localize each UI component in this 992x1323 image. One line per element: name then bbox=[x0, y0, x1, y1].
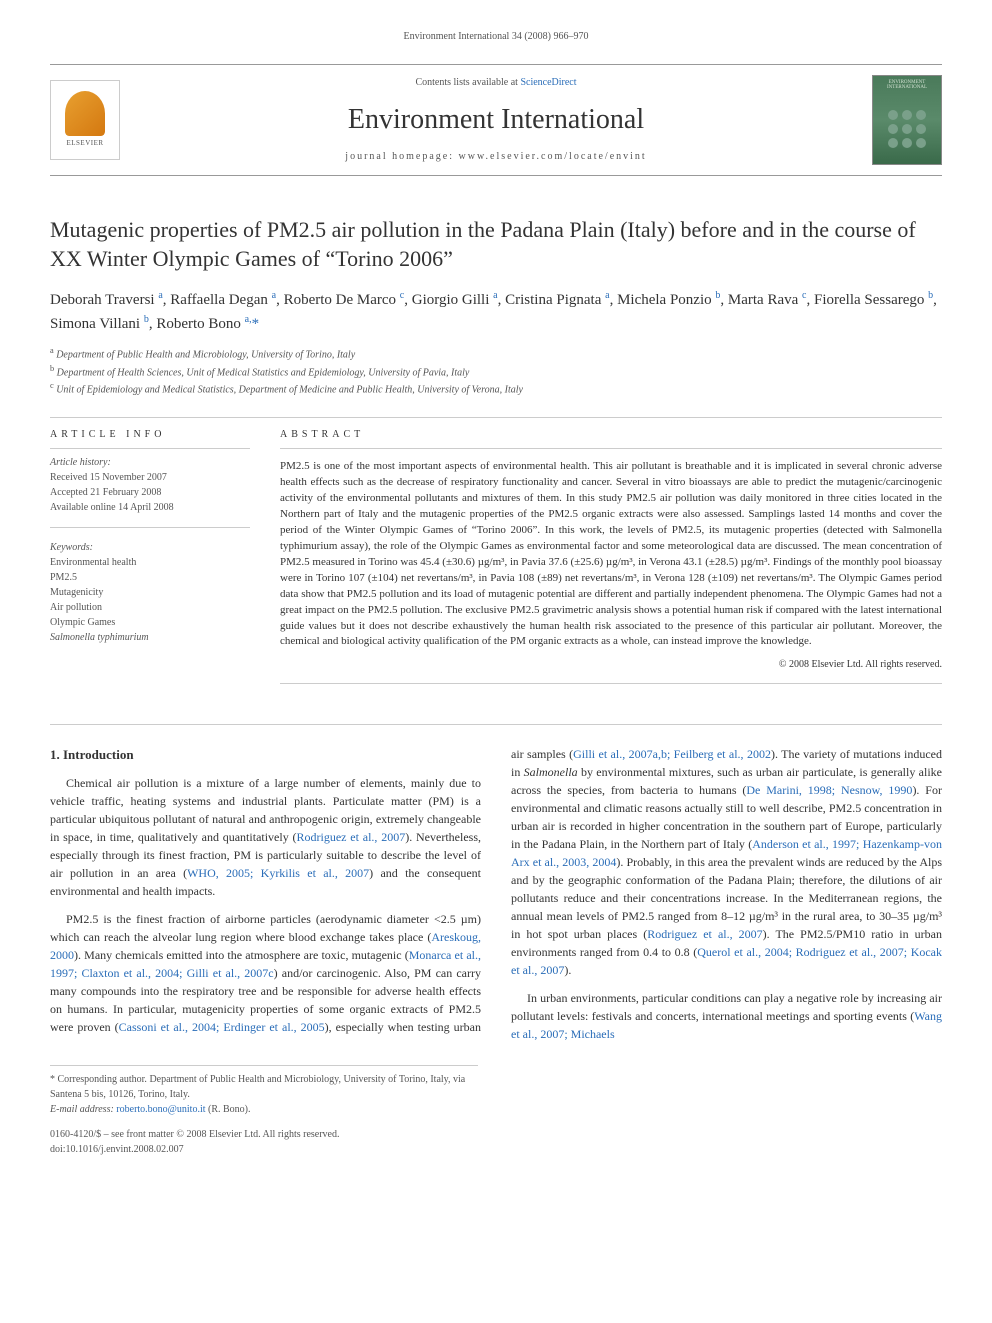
affiliations: a Department of Public Health and Microb… bbox=[50, 345, 942, 397]
text: ). bbox=[564, 963, 571, 977]
citation-link[interactable]: WHO, 2005; Kyrkilis et al., 2007 bbox=[187, 866, 369, 880]
history-label: Article history: bbox=[50, 455, 250, 470]
citation-link[interactable]: De Marini, 1998; Nesnow, 1990 bbox=[746, 783, 912, 797]
info-abstract-row: ARTICLE INFO Article history: Received 1… bbox=[50, 428, 942, 694]
publisher-name: ELSEVIER bbox=[66, 139, 103, 149]
contents-line: Contents lists available at ScienceDirec… bbox=[120, 76, 872, 90]
email-link[interactable]: roberto.bono@unito.it bbox=[116, 1104, 205, 1115]
doi: doi:10.1016/j.envint.2008.02.007 bbox=[50, 1142, 942, 1157]
keyword: Environmental health bbox=[50, 555, 250, 570]
affiliation: c Unit of Epidemiology and Medical Stati… bbox=[50, 380, 942, 397]
corr-label: * Corresponding author. bbox=[50, 1074, 149, 1085]
cover-dots-icon bbox=[888, 110, 926, 148]
history-received: Received 15 November 2007 bbox=[50, 470, 250, 485]
sciencedirect-link[interactable]: ScienceDirect bbox=[520, 77, 576, 88]
paragraph: In urban environments, particular condit… bbox=[511, 989, 942, 1043]
homepage-line: journal homepage: www.elsevier.com/locat… bbox=[120, 150, 872, 164]
affiliation: b Department of Health Sciences, Unit of… bbox=[50, 363, 942, 380]
divider bbox=[50, 448, 250, 449]
email-label: E-mail address: bbox=[50, 1104, 116, 1115]
citation-link[interactable]: Gilli et al., 2007a,b; Feilberg et al., … bbox=[573, 747, 771, 761]
keyword: PM2.5 bbox=[50, 570, 250, 585]
email-suffix: (R. Bono). bbox=[206, 1104, 251, 1115]
keyword: Olympic Games bbox=[50, 615, 250, 630]
history-online: Available online 14 April 2008 bbox=[50, 500, 250, 515]
abstract-text: PM2.5 is one of the most important aspec… bbox=[280, 459, 942, 650]
text-emphasis: Salmonella bbox=[524, 765, 578, 779]
citation-link[interactable]: Rodriguez et al., 2007 bbox=[297, 830, 406, 844]
page-footer: 0160-4120/$ – see front matter © 2008 El… bbox=[50, 1127, 942, 1157]
divider bbox=[50, 527, 250, 528]
text: ). Many chemicals emitted into the atmos… bbox=[74, 948, 409, 962]
running-header: Environment International 34 (2008) 966–… bbox=[50, 30, 942, 44]
contents-prefix: Contents lists available at bbox=[415, 77, 520, 88]
abstract-heading: ABSTRACT bbox=[280, 428, 942, 442]
citation-link[interactable]: Rodriguez et al., 2007 bbox=[647, 927, 762, 941]
elsevier-tree-icon bbox=[65, 91, 105, 136]
citation-link[interactable]: Cassoni et al., 2004; Erdinger et al., 2… bbox=[119, 1020, 325, 1034]
divider bbox=[280, 683, 942, 684]
affiliation: a Department of Public Health and Microb… bbox=[50, 345, 942, 362]
author-list: Deborah Traversi a, Raffaella Degan a, R… bbox=[50, 288, 942, 335]
article-title: Mutagenic properties of PM2.5 air pollut… bbox=[50, 216, 942, 273]
section-heading: 1. Introduction bbox=[50, 745, 481, 765]
journal-cover-thumbnail: ENVIRONMENT INTERNATIONAL bbox=[872, 75, 942, 165]
front-matter: 0160-4120/$ – see front matter © 2008 El… bbox=[50, 1127, 942, 1142]
article-info-heading: ARTICLE INFO bbox=[50, 428, 250, 442]
abstract: ABSTRACT PM2.5 is one of the most import… bbox=[280, 428, 942, 694]
keyword: Salmonella typhimurium bbox=[50, 630, 250, 645]
keyword: Air pollution bbox=[50, 600, 250, 615]
email-line: E-mail address: roberto.bono@unito.it (R… bbox=[50, 1102, 478, 1117]
text: PM2.5 is the finest fraction of airborne… bbox=[50, 912, 481, 944]
divider bbox=[280, 448, 942, 449]
divider bbox=[50, 417, 942, 418]
journal-name: Environment International bbox=[120, 100, 872, 139]
footnotes: * Corresponding author. Department of Pu… bbox=[50, 1065, 478, 1117]
article-info: ARTICLE INFO Article history: Received 1… bbox=[50, 428, 250, 694]
homepage-prefix: journal homepage: bbox=[345, 151, 458, 162]
divider bbox=[50, 724, 942, 725]
body-text: 1. Introduction Chemical air pollution i… bbox=[50, 745, 942, 1045]
publisher-logo: ELSEVIER bbox=[50, 80, 120, 160]
history-accepted: Accepted 21 February 2008 bbox=[50, 485, 250, 500]
corresponding-author-note: * Corresponding author. Department of Pu… bbox=[50, 1072, 478, 1102]
keywords-label: Keywords: bbox=[50, 540, 250, 555]
text: In urban environments, particular condit… bbox=[511, 991, 942, 1023]
masthead-center: Contents lists available at ScienceDirec… bbox=[120, 76, 872, 163]
cover-title: ENVIRONMENT INTERNATIONAL bbox=[873, 80, 941, 90]
paragraph: Chemical air pollution is a mixture of a… bbox=[50, 774, 481, 900]
masthead: ELSEVIER Contents lists available at Sci… bbox=[50, 64, 942, 176]
homepage-url: www.elsevier.com/locate/envint bbox=[459, 151, 647, 162]
abstract-copyright: © 2008 Elsevier Ltd. All rights reserved… bbox=[280, 658, 942, 673]
keyword: Mutagenicity bbox=[50, 585, 250, 600]
